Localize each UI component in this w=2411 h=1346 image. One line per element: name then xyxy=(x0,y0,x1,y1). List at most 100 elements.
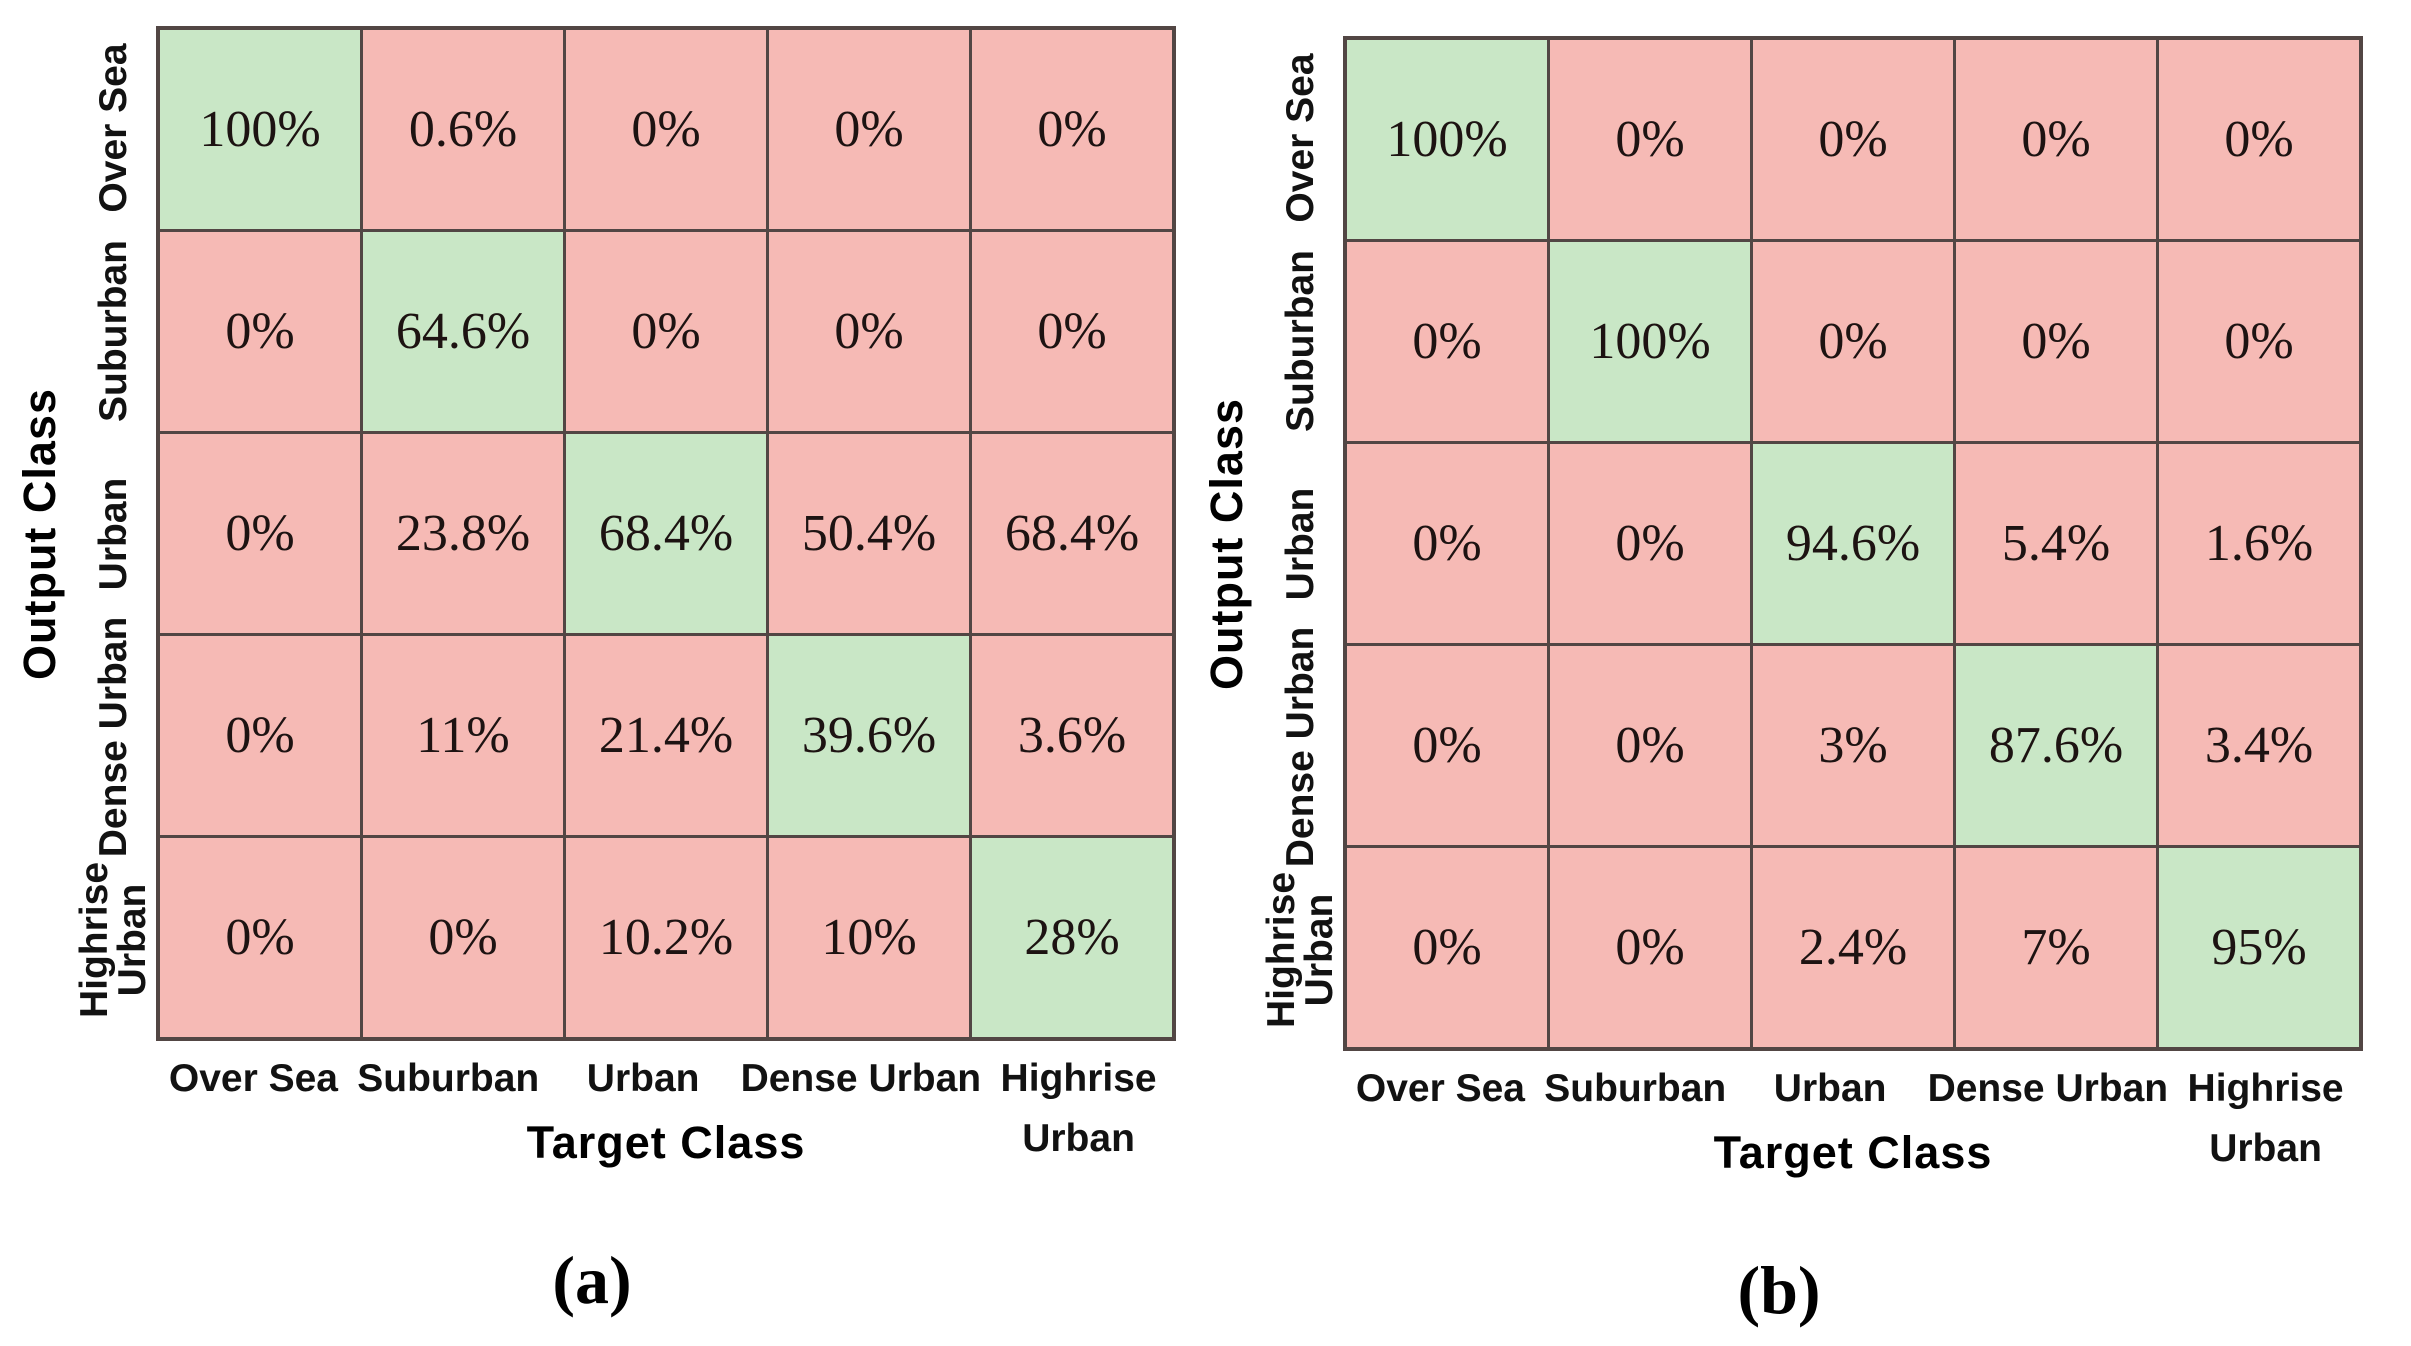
row-label-slot: Urban xyxy=(1259,442,1343,645)
col-label: Highrise Urban xyxy=(2187,1067,2344,1171)
col-label: Dense Urban xyxy=(740,1057,982,1100)
row-label: Suburban xyxy=(1278,249,1322,432)
row-label: Dense Urban xyxy=(1278,626,1322,867)
matrix-cell: 3.6% xyxy=(972,636,1172,835)
col-label: Suburban xyxy=(1544,1067,1727,1110)
confusion-matrix-a: Output Class Over Sea Suburban Urban Dense … xyxy=(8,26,1176,1320)
matrix-cell: 0% xyxy=(972,232,1172,431)
row-label-slot: Highrise Urban xyxy=(72,838,156,1041)
caption-b: (b) xyxy=(1737,1252,1821,1328)
row-label: Dense Urban xyxy=(91,616,135,857)
matrix-cell: 100% xyxy=(160,30,360,229)
matrix-cell: 23.8% xyxy=(363,434,563,633)
row-label-slot: Dense Urban xyxy=(1259,626,1343,867)
matrix-cell: 10.2% xyxy=(566,838,766,1037)
matrix-cell: 0% xyxy=(2159,242,2359,441)
y-axis-title-area: Output Class xyxy=(8,26,72,1041)
matrix-cell: 0% xyxy=(1956,242,2156,441)
matrix-cell: 68.4% xyxy=(566,434,766,633)
row-label: Over Sea xyxy=(1278,52,1322,223)
confusion-matrix-b: Output Class Over Sea Suburban Urban Dense … xyxy=(1195,26,2363,1330)
matrix-cell: 3% xyxy=(1753,646,1953,845)
matrix-cell: 0% xyxy=(1956,40,2156,239)
matrix-cell: 0% xyxy=(769,232,969,431)
matrix-cell: 28% xyxy=(972,838,1172,1037)
matrix-cell: 64.6% xyxy=(363,232,563,431)
matrix-cell: 0.6% xyxy=(363,30,563,229)
matrix-cell: 0% xyxy=(1753,242,1953,441)
matrix-cell: 10% xyxy=(769,838,969,1037)
row-label: Urban xyxy=(91,477,135,590)
matrix-cell: 0% xyxy=(1753,40,1953,239)
y-axis-title: Output Class xyxy=(1201,397,1252,690)
matrix-cell: 50.4% xyxy=(769,434,969,633)
matrix-cell: 21.4% xyxy=(566,636,766,835)
row-label-slot: Over Sea xyxy=(1259,36,1343,239)
matrix-cell: 0% xyxy=(2159,40,2359,239)
matrix-cell: 87.6% xyxy=(1956,646,2156,845)
x-axis-area: Over Sea Suburban Urban Dense Urban Highrise… xyxy=(8,1041,1176,1201)
col-label: Urban xyxy=(586,1057,700,1100)
row-label-slot: Highrise Urban xyxy=(1259,848,1343,1051)
matrix-cell: 100% xyxy=(1347,40,1547,239)
matrix-cell: 95% xyxy=(2159,848,2359,1047)
matrix-cell: 3.4% xyxy=(2159,646,2359,845)
matrix-cell: 0% xyxy=(1550,444,1750,643)
matrix-cell: 0% xyxy=(1347,242,1547,441)
matrix-cell: 0% xyxy=(566,232,766,431)
col-label: Dense Urban xyxy=(1927,1067,2169,1110)
matrix-cell: 0% xyxy=(363,838,563,1037)
col-label: Suburban xyxy=(357,1057,540,1100)
matrix-cell: 0% xyxy=(1550,40,1750,239)
x-axis-area: Over Sea Suburban Urban Dense Urban Highrise… xyxy=(1195,1051,2363,1211)
row-label: Highrise Urban xyxy=(72,861,154,1018)
matrix-cell: 0% xyxy=(972,30,1172,229)
x-axis-title: Target Class xyxy=(1713,1127,1993,1178)
matrix-cell: 0% xyxy=(160,838,360,1037)
matrix-cell: 11% xyxy=(363,636,563,835)
matrix-cell: 2.4% xyxy=(1753,848,1953,1047)
matrix-cell: 0% xyxy=(160,434,360,633)
col-labels: Over Sea Suburban Urban Dense Urban Highrise… xyxy=(156,1049,1176,1170)
matrix-cell: 7% xyxy=(1956,848,2156,1047)
col-label: Highrise Urban xyxy=(1000,1057,1157,1161)
matrix-cell: 94.6% xyxy=(1753,444,1953,643)
y-axis-title-area: Output Class xyxy=(1195,36,1259,1051)
matrix-cell: 0% xyxy=(1550,646,1750,845)
matrix-cell: 0% xyxy=(1347,444,1547,643)
matrix-cell: 0% xyxy=(160,232,360,431)
row-label-slot: Over Sea xyxy=(72,26,156,229)
matrix-cell: 0% xyxy=(566,30,766,229)
matrix-area-b: Output Class Over Sea Suburban Urban Dense … xyxy=(1195,36,2363,1051)
x-axis-title: Target Class xyxy=(526,1117,806,1168)
matrix-cell: 5.4% xyxy=(1956,444,2156,643)
matrix-cell: 1.6% xyxy=(2159,444,2359,643)
col-labels: Over Sea Suburban Urban Dense Urban Highrise… xyxy=(1343,1059,2363,1180)
matrix-cell: 0% xyxy=(160,636,360,835)
row-label: Over Sea xyxy=(91,42,135,213)
caption-a: (a) xyxy=(552,1242,632,1318)
row-labels: Over Sea Suburban Urban Dense Urban Highrise… xyxy=(1259,36,1343,1051)
col-label: Over Sea xyxy=(1355,1067,1525,1110)
row-labels: Over Sea Suburban Urban Dense Urban Highrise… xyxy=(72,26,156,1041)
confusion-grid: 100% 0% 0% 0% 0% 0% 100% 0% 0% 0% 0% 0% 94.6% 5.4% 1.6… xyxy=(1343,36,2363,1051)
row-label-slot: Dense Urban xyxy=(72,616,156,857)
row-label-slot: Urban xyxy=(72,432,156,635)
matrix-cell: 68.4% xyxy=(972,434,1172,633)
matrix-cell: 100% xyxy=(1550,242,1750,441)
y-axis-title: Output Class xyxy=(14,387,65,680)
row-label: Highrise Urban xyxy=(1259,871,1341,1028)
row-label: Urban xyxy=(1278,487,1322,600)
matrix-area-a: Output Class Over Sea Suburban Urban Dense … xyxy=(8,26,1176,1041)
matrix-cell: 0% xyxy=(1550,848,1750,1047)
row-label-slot: Suburban xyxy=(1259,239,1343,442)
row-label-slot: Suburban xyxy=(72,229,156,432)
matrix-cell: 39.6% xyxy=(769,636,969,835)
col-label: Over Sea xyxy=(168,1057,338,1100)
matrix-cell: 0% xyxy=(769,30,969,229)
col-label: Urban xyxy=(1773,1067,1887,1110)
row-label: Suburban xyxy=(91,239,135,422)
confusion-grid: 100% 0.6% 0% 0% 0% 0% 64.6% 0% 0% 0% 0% 23.8% 68.4% 5… xyxy=(156,26,1176,1041)
matrix-cell: 0% xyxy=(1347,848,1547,1047)
